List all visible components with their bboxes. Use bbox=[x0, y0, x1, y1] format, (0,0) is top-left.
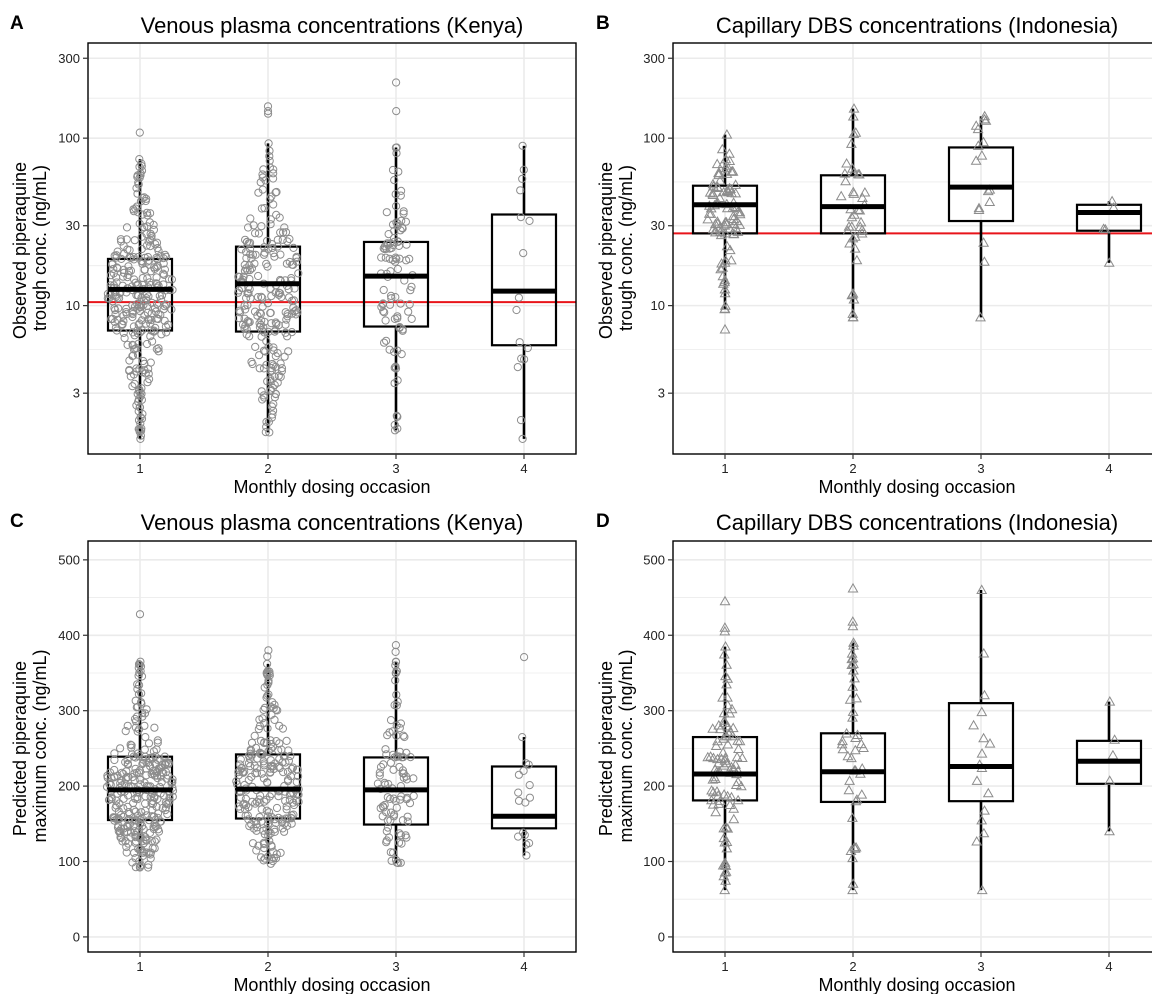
panel-label: D bbox=[596, 511, 610, 532]
y-tick-label: 300 bbox=[643, 51, 665, 66]
x-tick-label: 2 bbox=[264, 461, 271, 476]
y-axis-label: Predicted piperaquine maximum conc. (ng/… bbox=[10, 649, 50, 842]
panel-a: A Venous plasma concentrations (Kenya) 3… bbox=[10, 13, 576, 497]
x-tick-label: 1 bbox=[136, 959, 143, 974]
y-tick-label: 100 bbox=[643, 854, 665, 869]
panel-label: C bbox=[10, 511, 24, 532]
x-tick-label: 3 bbox=[977, 461, 984, 476]
y-axis-label: Observed piperaquine trough conc. (ng/mL… bbox=[596, 157, 636, 339]
y-tick-label: 3 bbox=[658, 386, 665, 401]
y-tick-label: 300 bbox=[58, 703, 80, 718]
y-tick-label: 400 bbox=[58, 628, 80, 643]
y-tick-label: 0 bbox=[73, 929, 80, 944]
x-tick-label: 4 bbox=[1105, 959, 1112, 974]
plot-background bbox=[88, 541, 576, 952]
panel-label: A bbox=[10, 13, 24, 34]
y-tick-label: 400 bbox=[643, 628, 665, 643]
plot-background bbox=[673, 541, 1152, 952]
y-tick-label: 10 bbox=[651, 298, 665, 313]
plot-area: 0 100 200 300 400 500 1 2 3 4 bbox=[58, 541, 576, 974]
y-tick-label: 500 bbox=[58, 552, 80, 567]
panel-title: Venous plasma concentrations (Kenya) bbox=[141, 13, 524, 38]
x-axis-label: Monthly dosing occasion bbox=[233, 975, 430, 994]
y-tick-label: 0 bbox=[658, 929, 665, 944]
x-tick-label: 4 bbox=[1105, 461, 1112, 476]
y-tick-label: 100 bbox=[58, 131, 80, 146]
plot-background bbox=[673, 43, 1152, 454]
y-tick-label: 500 bbox=[643, 552, 665, 567]
x-tick-label: 1 bbox=[721, 959, 728, 974]
y-tick-label: 200 bbox=[643, 779, 665, 794]
x-axis-label: Monthly dosing occasion bbox=[818, 477, 1015, 497]
y-tick-label: 300 bbox=[58, 51, 80, 66]
x-tick-label: 1 bbox=[721, 461, 728, 476]
y-tick-label: 3 bbox=[73, 386, 80, 401]
y-tick-label: 30 bbox=[651, 218, 665, 233]
x-tick-label: 4 bbox=[520, 959, 527, 974]
y-axis-label: Predicted piperaquine maximum conc. (ng/… bbox=[596, 649, 636, 842]
plot-area: 3 10 30 100 300 1 2 3 4 bbox=[58, 43, 576, 476]
x-axis-label: Monthly dosing occasion bbox=[818, 975, 1015, 994]
y-axis-label: Observed piperaquine trough conc. (ng/mL… bbox=[10, 157, 50, 339]
x-tick-label: 4 bbox=[520, 461, 527, 476]
panel-title: Capillary DBS concentrations (Indonesia) bbox=[716, 13, 1118, 38]
y-tick-label: 100 bbox=[643, 131, 665, 146]
x-axis-label: Monthly dosing occasion bbox=[233, 477, 430, 497]
plot-area: 3 10 30 100 300 1 2 3 4 bbox=[643, 43, 1152, 476]
x-tick-label: 3 bbox=[392, 461, 399, 476]
panel-d: D Capillary DBS concentrations (Indonesi… bbox=[596, 510, 1152, 994]
x-tick-label: 2 bbox=[849, 461, 856, 476]
panel-label: B bbox=[596, 13, 610, 34]
y-tick-label: 10 bbox=[66, 298, 80, 313]
x-tick-label: 2 bbox=[849, 959, 856, 974]
x-tick-label: 2 bbox=[264, 959, 271, 974]
y-tick-label: 100 bbox=[58, 854, 80, 869]
panel-b: B Capillary DBS concentrations (Indonesi… bbox=[596, 13, 1152, 497]
panel-c: C Venous plasma concentrations (Kenya) 0… bbox=[10, 510, 576, 994]
x-tick-label: 3 bbox=[392, 959, 399, 974]
x-tick-label: 1 bbox=[136, 461, 143, 476]
y-tick-label: 300 bbox=[643, 703, 665, 718]
panel-title: Capillary DBS concentrations (Indonesia) bbox=[716, 510, 1118, 535]
panel-title: Venous plasma concentrations (Kenya) bbox=[141, 510, 524, 535]
y-tick-label: 200 bbox=[58, 779, 80, 794]
plot-area: 0 100 200 300 400 500 1 2 3 4 bbox=[643, 541, 1152, 974]
y-tick-label: 30 bbox=[66, 218, 80, 233]
x-tick-label: 3 bbox=[977, 959, 984, 974]
